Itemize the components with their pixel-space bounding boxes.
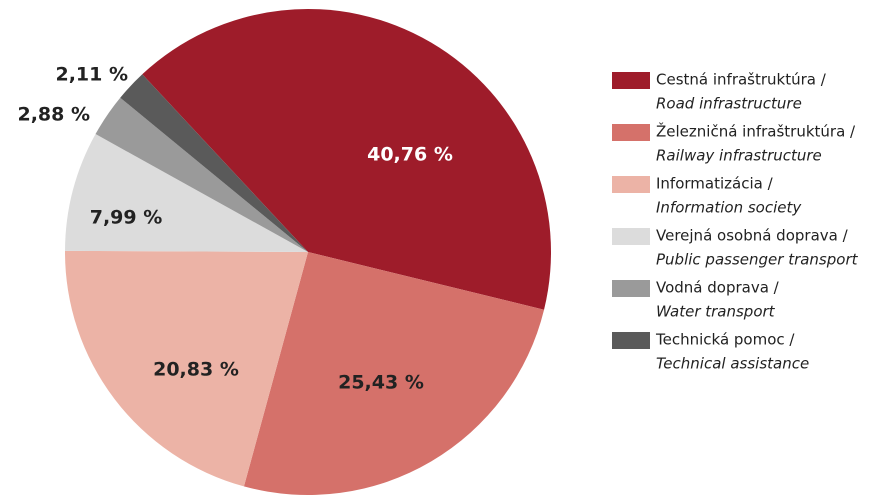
legend-label: Verejná osobná doprava / xyxy=(656,227,849,245)
legend-label-en: Railway infrastructure xyxy=(656,147,822,165)
data-label: 2,11 % xyxy=(55,64,128,86)
data-label: 20,83 % xyxy=(153,359,239,381)
pie-slice xyxy=(120,74,308,252)
legend-label-en: Information society xyxy=(656,199,802,217)
legend-swatch xyxy=(612,72,650,89)
legend-label: Železničná infraštruktúra / xyxy=(656,122,856,141)
legend-label: Informatizácia / xyxy=(656,175,774,193)
legend-label: Technická pomoc / xyxy=(655,331,795,349)
legend-label-en: Road infrastructure xyxy=(656,95,802,113)
legend-label: Vodná doprava / xyxy=(656,279,780,297)
legend-label-en: Public passenger transport xyxy=(656,251,859,269)
legend-swatch xyxy=(612,124,650,141)
legend-swatch xyxy=(612,176,650,193)
pie-slice xyxy=(142,9,551,310)
pie-slice xyxy=(95,97,308,252)
pie-slice xyxy=(65,250,309,487)
legend-label-en: Technical assistance xyxy=(656,355,809,373)
pie-slice xyxy=(65,134,308,252)
data-label: 2,88 % xyxy=(17,104,90,126)
legend-label: Cestná infraštruktúra / xyxy=(656,71,827,89)
legend-swatch xyxy=(612,228,650,245)
data-label: 7,99 % xyxy=(90,207,163,229)
legend-swatch xyxy=(612,280,650,297)
data-label: 40,76 % xyxy=(367,144,453,166)
data-label: 25,43 % xyxy=(338,372,424,394)
legend-swatch xyxy=(612,332,650,349)
pie-slice xyxy=(243,252,545,495)
legend-label-en: Water transport xyxy=(656,303,776,321)
